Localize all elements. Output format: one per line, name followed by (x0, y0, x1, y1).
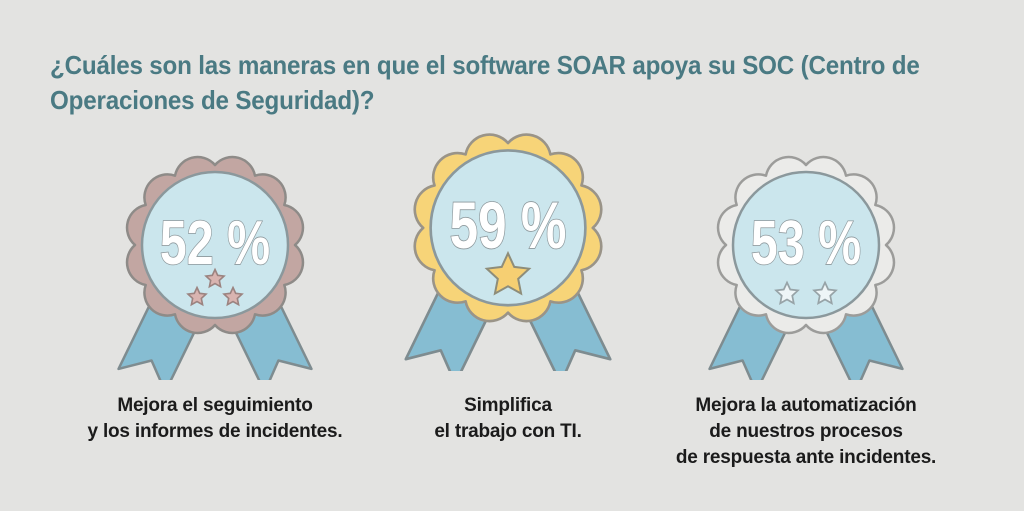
rosette-badge-59-icon: 59 % (404, 133, 612, 371)
caption-line: el trabajo con TI. (434, 421, 582, 442)
percent-value: 59 % (450, 190, 567, 262)
caption-line: y los informes de incidentes. (87, 421, 343, 442)
caption-line: de respuesta ante incidentes. (675, 447, 937, 468)
badge-group-3: 53 % Mejora la automatización de nuestro… (656, 148, 956, 471)
badge-caption-3: Mejora la automatización de nuestros pro… (676, 393, 936, 471)
caption-line: Mejora el seguimiento (117, 395, 313, 416)
badge-group-2: 59 % Simplifica el trabajo con TI. (358, 133, 658, 445)
badge-inner-circle (731, 170, 881, 320)
badge-group-1: 52 % Mejora el seguimiento y los informe… (65, 148, 365, 445)
badge-caption-2: Simplifica el trabajo con TI. (434, 393, 582, 445)
badge-inner-circle (429, 149, 587, 307)
question-title: ¿Cuáles son las maneras en que el softwa… (50, 50, 920, 115)
percent-value: 53 % (751, 208, 861, 277)
caption-line: Simplifica (464, 395, 552, 416)
badge-inner-circle (140, 170, 290, 320)
caption-line: Mejora la automatización (695, 395, 917, 416)
badge-caption-1: Mejora el seguimiento y los informes de … (88, 393, 343, 445)
percent-value: 52 % (160, 208, 270, 277)
rosette-badge-53-icon: 53 % (708, 155, 904, 380)
caption-line: de nuestros procesos (709, 421, 903, 442)
rosette-badge-52-icon: 52 % (117, 155, 313, 380)
